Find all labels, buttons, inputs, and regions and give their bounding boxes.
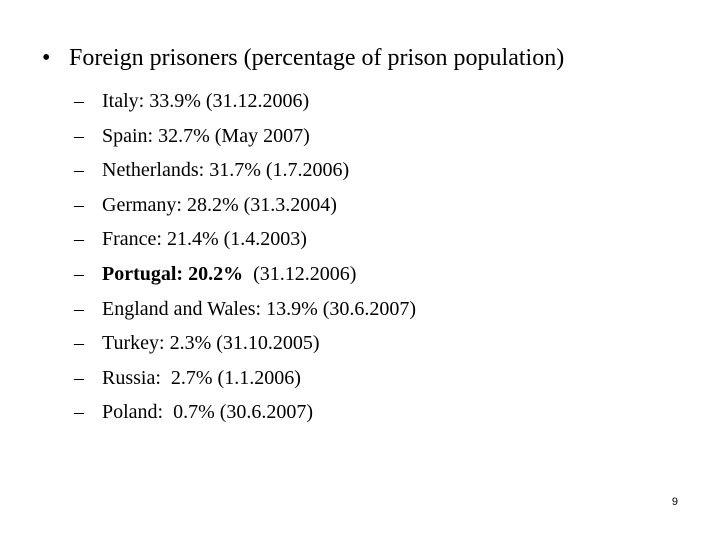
dash-icon: – [74,366,84,389]
page-number: 9 [671,496,678,508]
main-bullet-text: Foreign prisoners (percentage of prison … [69,45,565,71]
list-item: – Russia: 2.7% (1.1.2006) [74,363,416,398]
dash-icon: – [74,228,84,251]
list-item-text: Russia: 2.7% (1.1.2006) [102,366,301,389]
list-item: – Turkey: 2.3% (31.10.2005) [74,328,416,363]
list-item: – Portugal: 20.2% (31.12.2006) [74,259,416,294]
bullet-icon: • [42,45,51,71]
dash-icon: – [74,262,84,285]
list-item-bold-text: Portugal: 20.2% [102,262,244,285]
country-list: – Italy: 33.9% (31.12.2006) – Spain: 32.7%… [74,86,416,432]
list-item: – France: 21.4% (1.4.2003) [74,224,416,259]
list-item-text: Italy: 33.9% (31.12.2006) [102,90,310,112]
dash-icon: – [74,332,84,355]
list-item-text: Netherlands: 31.7% (1.7.2006) [102,159,350,182]
list-item-text: Germany: 28.2% (31.3.2004) [102,193,337,216]
list-item-text: Spain: 32.7% (May 2007) [102,124,310,147]
dash-icon: – [74,124,84,147]
main-bullet: • Foreign prisoners (percentage of prison… [42,42,564,74]
list-item: – Netherlands: 31.7% (1.7.2006) [74,155,416,190]
list-item: – Spain: 32.7% (May 2007) [74,121,416,156]
list-item: – Italy: 33.9% (31.12.2006) [74,86,416,121]
dash-icon: – [74,193,84,216]
list-item: – England and Wales: 13.9% (30.6.2007) [74,294,416,329]
dash-icon: – [74,159,84,182]
list-item-text: Turkey: 2.3% (31.10.2005) [102,332,320,355]
list-item: – Poland: 0.7% (30.6.2007) [74,397,416,432]
dash-icon: – [74,401,84,424]
list-item-text: (31.12.2006) [243,262,357,285]
dash-icon: – [74,297,84,320]
list-item-text: France: 21.4% (1.4.2003) [102,228,307,251]
list-item-text: England and Wales: 13.9% (30.6.2007) [102,297,417,320]
list-item-text: Poland: 0.7% (30.6.2007) [102,401,314,424]
dash-icon: – [74,90,84,112]
list-item: – Germany: 28.2% (31.3.2004) [74,190,416,225]
